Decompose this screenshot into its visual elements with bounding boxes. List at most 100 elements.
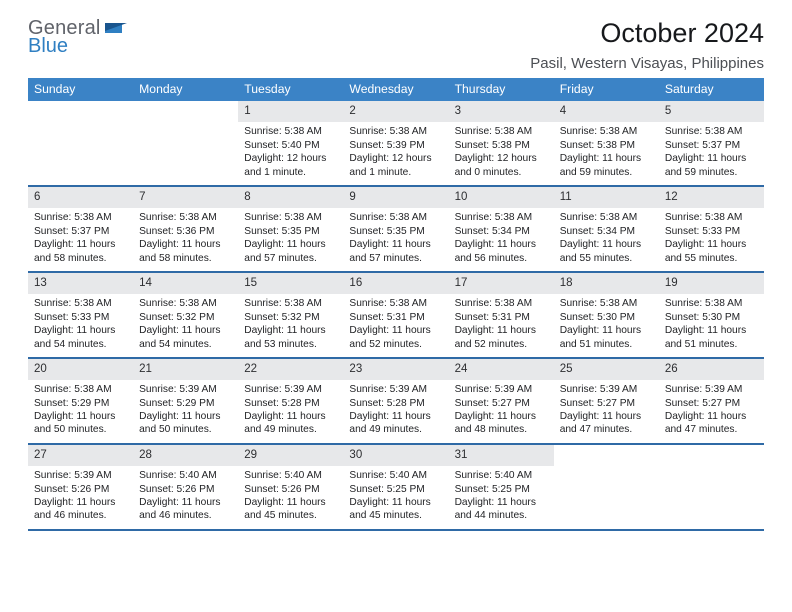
sunrise-text: Sunrise: 5:38 AM [34, 383, 127, 396]
sunrise-text: Sunrise: 5:39 AM [455, 383, 548, 396]
dow-monday: Monday [133, 78, 238, 101]
dow-header-row: Sunday Monday Tuesday Wednesday Thursday… [28, 78, 764, 101]
sunrise-text: Sunrise: 5:38 AM [560, 211, 653, 224]
page-title: October 2024 [530, 18, 764, 49]
day-number: 19 [659, 273, 764, 294]
calendar-day [659, 445, 764, 529]
sunset-text: Sunset: 5:33 PM [34, 311, 127, 324]
calendar-day: 16Sunrise: 5:38 AMSunset: 5:31 PMDayligh… [343, 273, 448, 357]
daylight-text: Daylight: 11 hours and 57 minutes. [349, 238, 442, 265]
day-number: 6 [28, 187, 133, 208]
calendar-day: 25Sunrise: 5:39 AMSunset: 5:27 PMDayligh… [554, 359, 659, 443]
sunset-text: Sunset: 5:31 PM [455, 311, 548, 324]
daylight-text: Daylight: 11 hours and 54 minutes. [34, 324, 127, 351]
dow-thursday: Thursday [449, 78, 554, 101]
calendar-day: 5 Sunrise: 5:38 AMSunset: 5:37 PMDaylight… [659, 101, 764, 185]
logo: General Blue [28, 18, 131, 56]
sunset-text: Sunset: 5:39 PM [349, 139, 442, 152]
calendar-day: 22Sunrise: 5:39 AMSunset: 5:28 PMDayligh… [238, 359, 343, 443]
calendar-day: 28Sunrise: 5:40 AMSunset: 5:26 PMDayligh… [133, 445, 238, 529]
calendar-day: 6Sunrise: 5:38 AMSunset: 5:37 PMDaylight… [28, 187, 133, 271]
sunrise-text: Sunrise: 5:38 AM [455, 297, 548, 310]
day-number: 20 [28, 359, 133, 380]
day-number: 18 [554, 273, 659, 294]
calendar-day: 1Sunrise: 5:38 AMSunset: 5:40 PMDaylight… [238, 101, 343, 185]
sunset-text: Sunset: 5:30 PM [560, 311, 653, 324]
dow-friday: Friday [554, 78, 659, 101]
sunset-text: Sunset: 5:25 PM [349, 483, 442, 496]
calendar-day: 10Sunrise: 5:38 AMSunset: 5:34 PMDayligh… [449, 187, 554, 271]
sunset-text: Sunset: 5:29 PM [139, 397, 232, 410]
daylight-text: Daylight: 11 hours and 58 minutes. [139, 238, 232, 265]
sunrise-text: Sunrise: 5:40 AM [349, 469, 442, 482]
daylight-text: Daylight: 11 hours and 48 minutes. [455, 410, 548, 437]
day-number: 4 [554, 101, 659, 122]
logo-text: General Blue [28, 18, 101, 56]
sunset-text: Sunset: 5:33 PM [665, 225, 758, 238]
sunrise-text: Sunrise: 5:39 AM [139, 383, 232, 396]
sunrise-text: Sunrise: 5:38 AM [455, 125, 548, 138]
day-number: 23 [343, 359, 448, 380]
dow-saturday: Saturday [659, 78, 764, 101]
calendar-week: 13Sunrise: 5:38 AMSunset: 5:33 PMDayligh… [28, 273, 764, 359]
daylight-text: Daylight: 11 hours and 52 minutes. [455, 324, 548, 351]
day-number: 11 [554, 187, 659, 208]
daylight-text: Daylight: 11 hours and 55 minutes. [560, 238, 653, 265]
calendar-week: 1Sunrise: 5:38 AMSunset: 5:40 PMDaylight… [28, 101, 764, 187]
calendar-day: 20Sunrise: 5:38 AMSunset: 5:29 PMDayligh… [28, 359, 133, 443]
daylight-text: Daylight: 11 hours and 52 minutes. [349, 324, 442, 351]
sunrise-text: Sunrise: 5:38 AM [244, 297, 337, 310]
sunrise-text: Sunrise: 5:38 AM [349, 297, 442, 310]
calendar-day: 8Sunrise: 5:38 AMSunset: 5:35 PMDaylight… [238, 187, 343, 271]
day-number: 25 [554, 359, 659, 380]
sunrise-text: Sunrise: 5:38 AM [665, 297, 758, 310]
day-number: 1 [238, 101, 343, 122]
sunrise-text: Sunrise: 5:38 AM [455, 211, 548, 224]
sunrise-text: Sunrise: 5:38 AM [139, 297, 232, 310]
sunset-text: Sunset: 5:34 PM [455, 225, 548, 238]
day-number: 5 [659, 101, 764, 122]
day-number: 30 [343, 445, 448, 466]
daylight-text: Daylight: 11 hours and 59 minutes. [560, 152, 653, 179]
calendar-day: 30Sunrise: 5:40 AMSunset: 5:25 PMDayligh… [343, 445, 448, 529]
sunrise-text: Sunrise: 5:39 AM [244, 383, 337, 396]
daylight-text: Daylight: 11 hours and 49 minutes. [244, 410, 337, 437]
sunrise-text: Sunrise: 5:38 AM [665, 125, 758, 138]
sunset-text: Sunset: 5:27 PM [665, 397, 758, 410]
title-block: October 2024 Pasil, Western Visayas, Phi… [530, 18, 764, 72]
sunrise-text: Sunrise: 5:39 AM [34, 469, 127, 482]
flag-icon [105, 20, 131, 47]
sunrise-text: Sunrise: 5:40 AM [244, 469, 337, 482]
sunset-text: Sunset: 5:37 PM [34, 225, 127, 238]
day-number: 22 [238, 359, 343, 380]
day-number: 29 [238, 445, 343, 466]
sunrise-text: Sunrise: 5:40 AM [455, 469, 548, 482]
sunrise-text: Sunrise: 5:39 AM [560, 383, 653, 396]
day-number: 15 [238, 273, 343, 294]
daylight-text: Daylight: 11 hours and 50 minutes. [34, 410, 127, 437]
sunset-text: Sunset: 5:25 PM [455, 483, 548, 496]
daylight-text: Daylight: 11 hours and 49 minutes. [349, 410, 442, 437]
day-number: 27 [28, 445, 133, 466]
sunrise-text: Sunrise: 5:38 AM [665, 211, 758, 224]
calendar-day: 27Sunrise: 5:39 AMSunset: 5:26 PMDayligh… [28, 445, 133, 529]
day-number: 13 [28, 273, 133, 294]
daylight-text: Daylight: 11 hours and 47 minutes. [560, 410, 653, 437]
calendar-week: 6 Sunrise: 5:38 AM Sunset: 5:37 PM Daylight… [28, 187, 764, 273]
sunset-text: Sunset: 5:36 PM [139, 225, 232, 238]
day-number: 10 [449, 187, 554, 208]
daylight-text: Daylight: 11 hours and 54 minutes. [139, 324, 232, 351]
day-number: 26 [659, 359, 764, 380]
sunrise-text: Sunrise: 5:38 AM [244, 125, 337, 138]
calendar-day: 15Sunrise: 5:38 AMSunset: 5:32 PMDayligh… [238, 273, 343, 357]
daylight-text: Daylight: 12 hours and 1 minute. [349, 152, 442, 179]
sunrise-text: Sunrise: 5:38 AM [349, 125, 442, 138]
day-number: 24 [449, 359, 554, 380]
daylight-text: Daylight: 11 hours and 59 minutes. [665, 152, 758, 179]
daylight-text: Daylight: 11 hours and 45 minutes. [244, 496, 337, 523]
daylight-text: Daylight: 12 hours and 0 minutes. [455, 152, 548, 179]
day-number: 14 [133, 273, 238, 294]
sunset-text: Sunset: 5:37 PM [665, 139, 758, 152]
sunrise-text: Sunrise: 5:38 AM [244, 211, 337, 224]
calendar-day: 31Sunrise: 5:40 AMSunset: 5:25 PMDayligh… [449, 445, 554, 529]
